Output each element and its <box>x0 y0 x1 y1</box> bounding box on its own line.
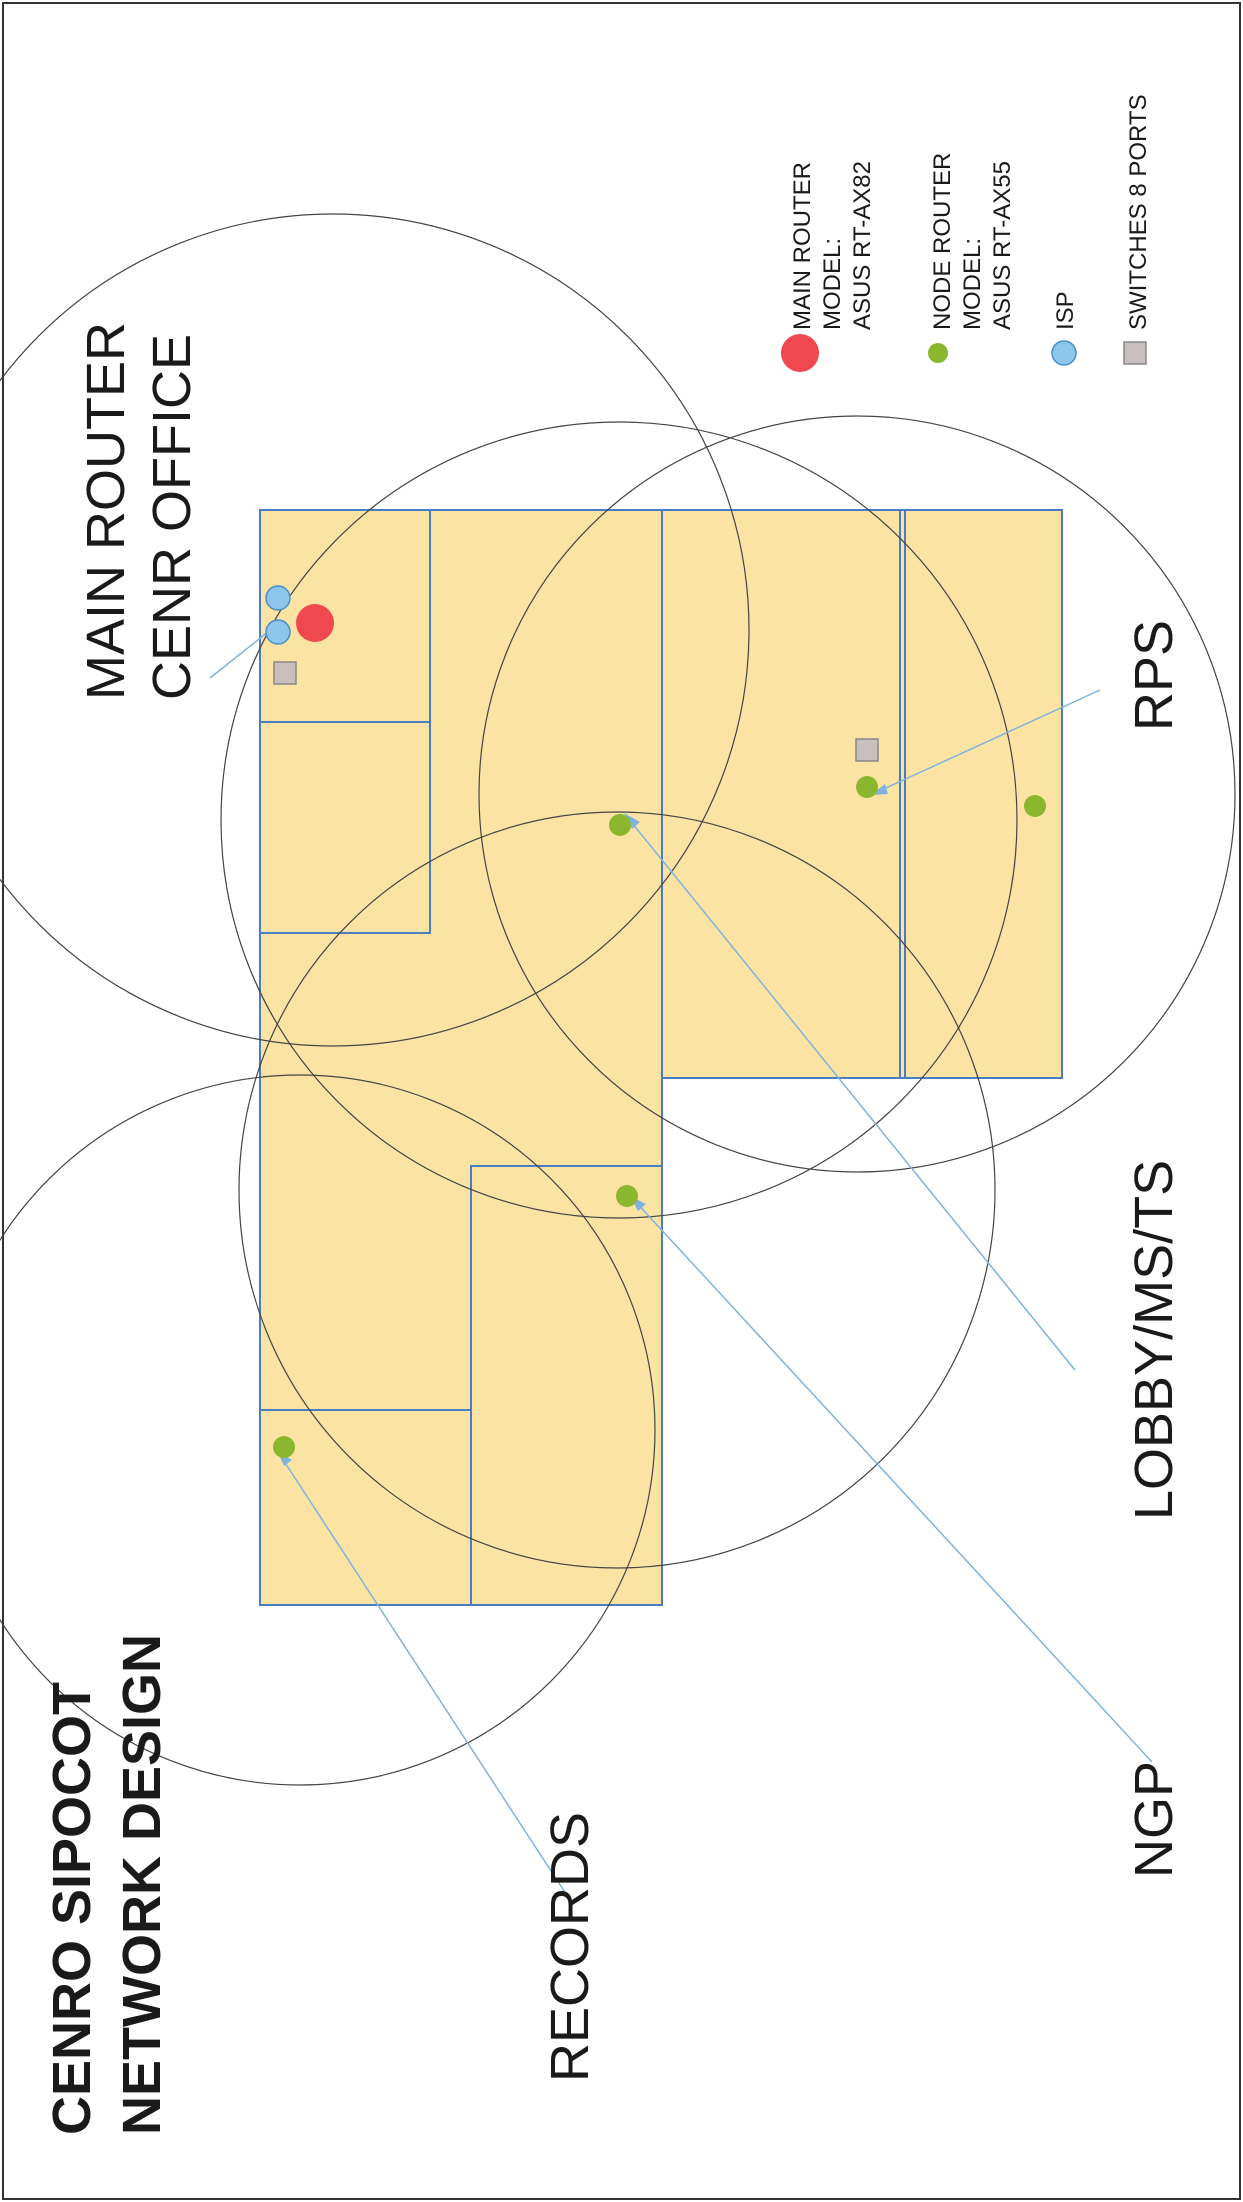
legend-switch-label: SWITCHES 8 PORTS <box>1125 94 1152 330</box>
node-router-icon <box>609 814 631 836</box>
legend-main-router-text: MAIN ROUTER MODEL: ASUS RT-AX82 <box>789 161 876 330</box>
node-router-icon <box>856 776 878 798</box>
legend-main-router-icon <box>781 334 819 372</box>
legend-node-router-line3: ASUS RT-AX55 <box>989 161 1016 330</box>
isp-icon <box>265 619 291 645</box>
switch-icon <box>855 738 879 762</box>
rps-label: RPS <box>1124 620 1184 731</box>
main-router-label-line2: CENR OFFICE <box>142 334 202 700</box>
legend-node-router-icon <box>928 343 948 363</box>
title-line1: CENRO SIPOCOT <box>42 1682 102 2135</box>
records-label: RECORDS <box>540 1812 600 2082</box>
callout-records <box>279 1454 571 1901</box>
lobby-label: LOBBY/MS/TS <box>1124 1160 1184 1520</box>
coverage-records <box>0 1074 656 1786</box>
switch-icon <box>273 661 297 685</box>
main-router-icon <box>296 604 334 642</box>
page-title: CENRO SIPOCOT NETWORK DESIGN <box>42 1634 172 2135</box>
node-router-icon <box>616 1185 638 1207</box>
legend-main-router-line3: ASUS RT-AX82 <box>849 161 876 330</box>
callout-rps <box>874 689 1101 794</box>
legend-main-router-line1: MAIN ROUTER <box>789 162 816 330</box>
legend-isp-icon <box>1051 340 1077 366</box>
callout-lobby <box>627 817 1076 1371</box>
legend-main-router-line2: MODEL: <box>819 238 846 330</box>
legend-switch-icon <box>1123 341 1147 365</box>
room-ngp <box>470 1165 663 1606</box>
legend-isp-label: ISP <box>1052 291 1079 330</box>
node-router-icon <box>273 1436 295 1458</box>
legend: MAIN ROUTER MODEL: ASUS RT-AX82 NODE ROU… <box>781 94 1152 372</box>
room-rps <box>661 509 901 1079</box>
ngp-label: NGP <box>1124 1761 1184 1878</box>
legend-node-router-line2: MODEL: <box>959 238 986 330</box>
room-east-wing <box>904 509 1063 1079</box>
coverage-ngp <box>238 811 996 1569</box>
coverage-main-router <box>0 213 750 1047</box>
callout-lines <box>209 623 1153 1901</box>
devices <box>265 585 1046 1458</box>
main-router-label-line1: MAIN ROUTER <box>76 322 136 700</box>
callout-ngp <box>633 1199 1153 1763</box>
floor-plan <box>259 509 1063 1606</box>
coverage-circles <box>0 213 1236 1786</box>
room-side-office <box>259 721 431 934</box>
main-router-label: MAIN ROUTER CENR OFFICE <box>76 322 202 700</box>
isp-icon <box>265 585 291 611</box>
node-router-icon <box>1024 795 1046 817</box>
legend-node-router-line1: NODE ROUTER <box>929 153 956 330</box>
arrowhead-lobby <box>624 813 640 829</box>
room-records <box>259 1409 472 1606</box>
coverage-lobby <box>220 421 1018 1219</box>
legend-node-router-text: NODE ROUTER MODEL: ASUS RT-AX55 <box>929 153 1016 330</box>
coverage-rps <box>478 415 1236 1173</box>
title-line2: NETWORK DESIGN <box>112 1634 172 2135</box>
